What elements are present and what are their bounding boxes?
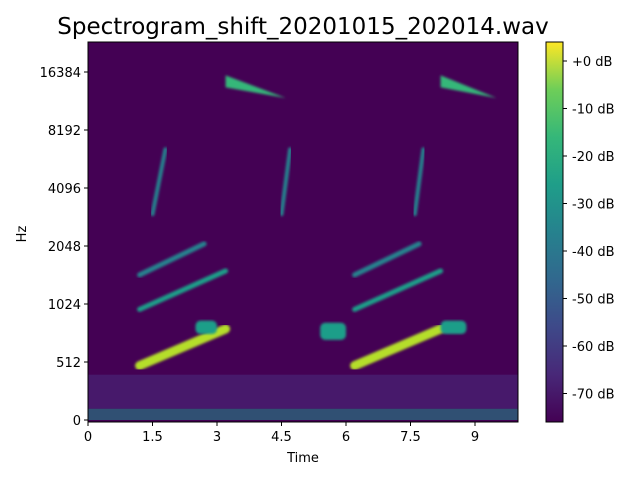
x-tick-label: 0 [84,430,92,445]
y-tick-label: 4096 [48,182,81,197]
y-tick-label: 8192 [48,124,81,139]
y-tick-label: 0 [73,414,81,429]
colorbar-tick-label: -20 dB [572,150,615,165]
noise-floor [88,374,518,409]
colorbar-tick-label: +0 dB [572,55,612,70]
y-axis: 0 512 1024 2048 4096 8192 16384 [40,66,88,429]
spectrogram-features [88,75,518,420]
x-tick-label: 3 [213,430,221,445]
high-freq-burst [440,75,497,99]
noise-band [88,408,518,420]
colorbar-ticks: +0 dB -10 dB -20 dB -30 dB -40 dB -50 dB -60 d… [563,55,615,403]
y-tick-label: 1024 [48,298,81,313]
energy-blob [320,322,346,340]
x-tick-label: 4.5 [271,430,292,445]
chirp-trace [412,147,426,217]
x-axis-label: Time [286,451,319,466]
colorbar: +0 dB -10 dB -20 dB -30 dB -40 dB -50 dB -60 d… [545,41,615,423]
x-tick-label: 7.5 [400,430,421,445]
x-tick-label: 6 [342,430,350,445]
chart-title: Spectrogram_shift_20201015_202014.wav [57,14,548,40]
chirp-trace [279,147,293,217]
harmonic-trace [137,241,207,278]
colorbar-tick-label: -60 dB [572,340,615,355]
plot-area [87,41,519,423]
x-tick-label: 9 [471,430,479,445]
plot-frame [87,41,519,423]
energy-blob [440,320,467,335]
harmonic-trace [352,241,422,278]
colorbar-tick-label: -70 dB [572,388,615,403]
colorbar-tick-label: -40 dB [572,245,615,260]
energy-blob [195,320,217,335]
harmonic-trace [135,324,231,371]
colorbar-tick-label: -50 dB [572,293,615,308]
harmonic-trace [350,324,446,371]
y-tick-label: 2048 [48,240,81,255]
x-axis: 0 1.5 3 4.5 6 7.5 9 [84,422,479,445]
colorbar-frame [545,41,564,423]
harmonic-trace [137,268,229,312]
colorbar-tick-label: -10 dB [572,103,615,118]
y-tick-label: 512 [56,356,81,371]
colorbar-gradient [546,42,563,422]
y-tick-label: 16384 [40,66,81,81]
x-tick-label: 1.5 [142,430,163,445]
y-axis-label: Hz [15,226,30,243]
harmonic-trace [352,268,444,312]
chirp-trace [150,147,168,217]
colorbar-tick-label: -30 dB [572,198,615,213]
high-freq-burst [225,75,286,99]
